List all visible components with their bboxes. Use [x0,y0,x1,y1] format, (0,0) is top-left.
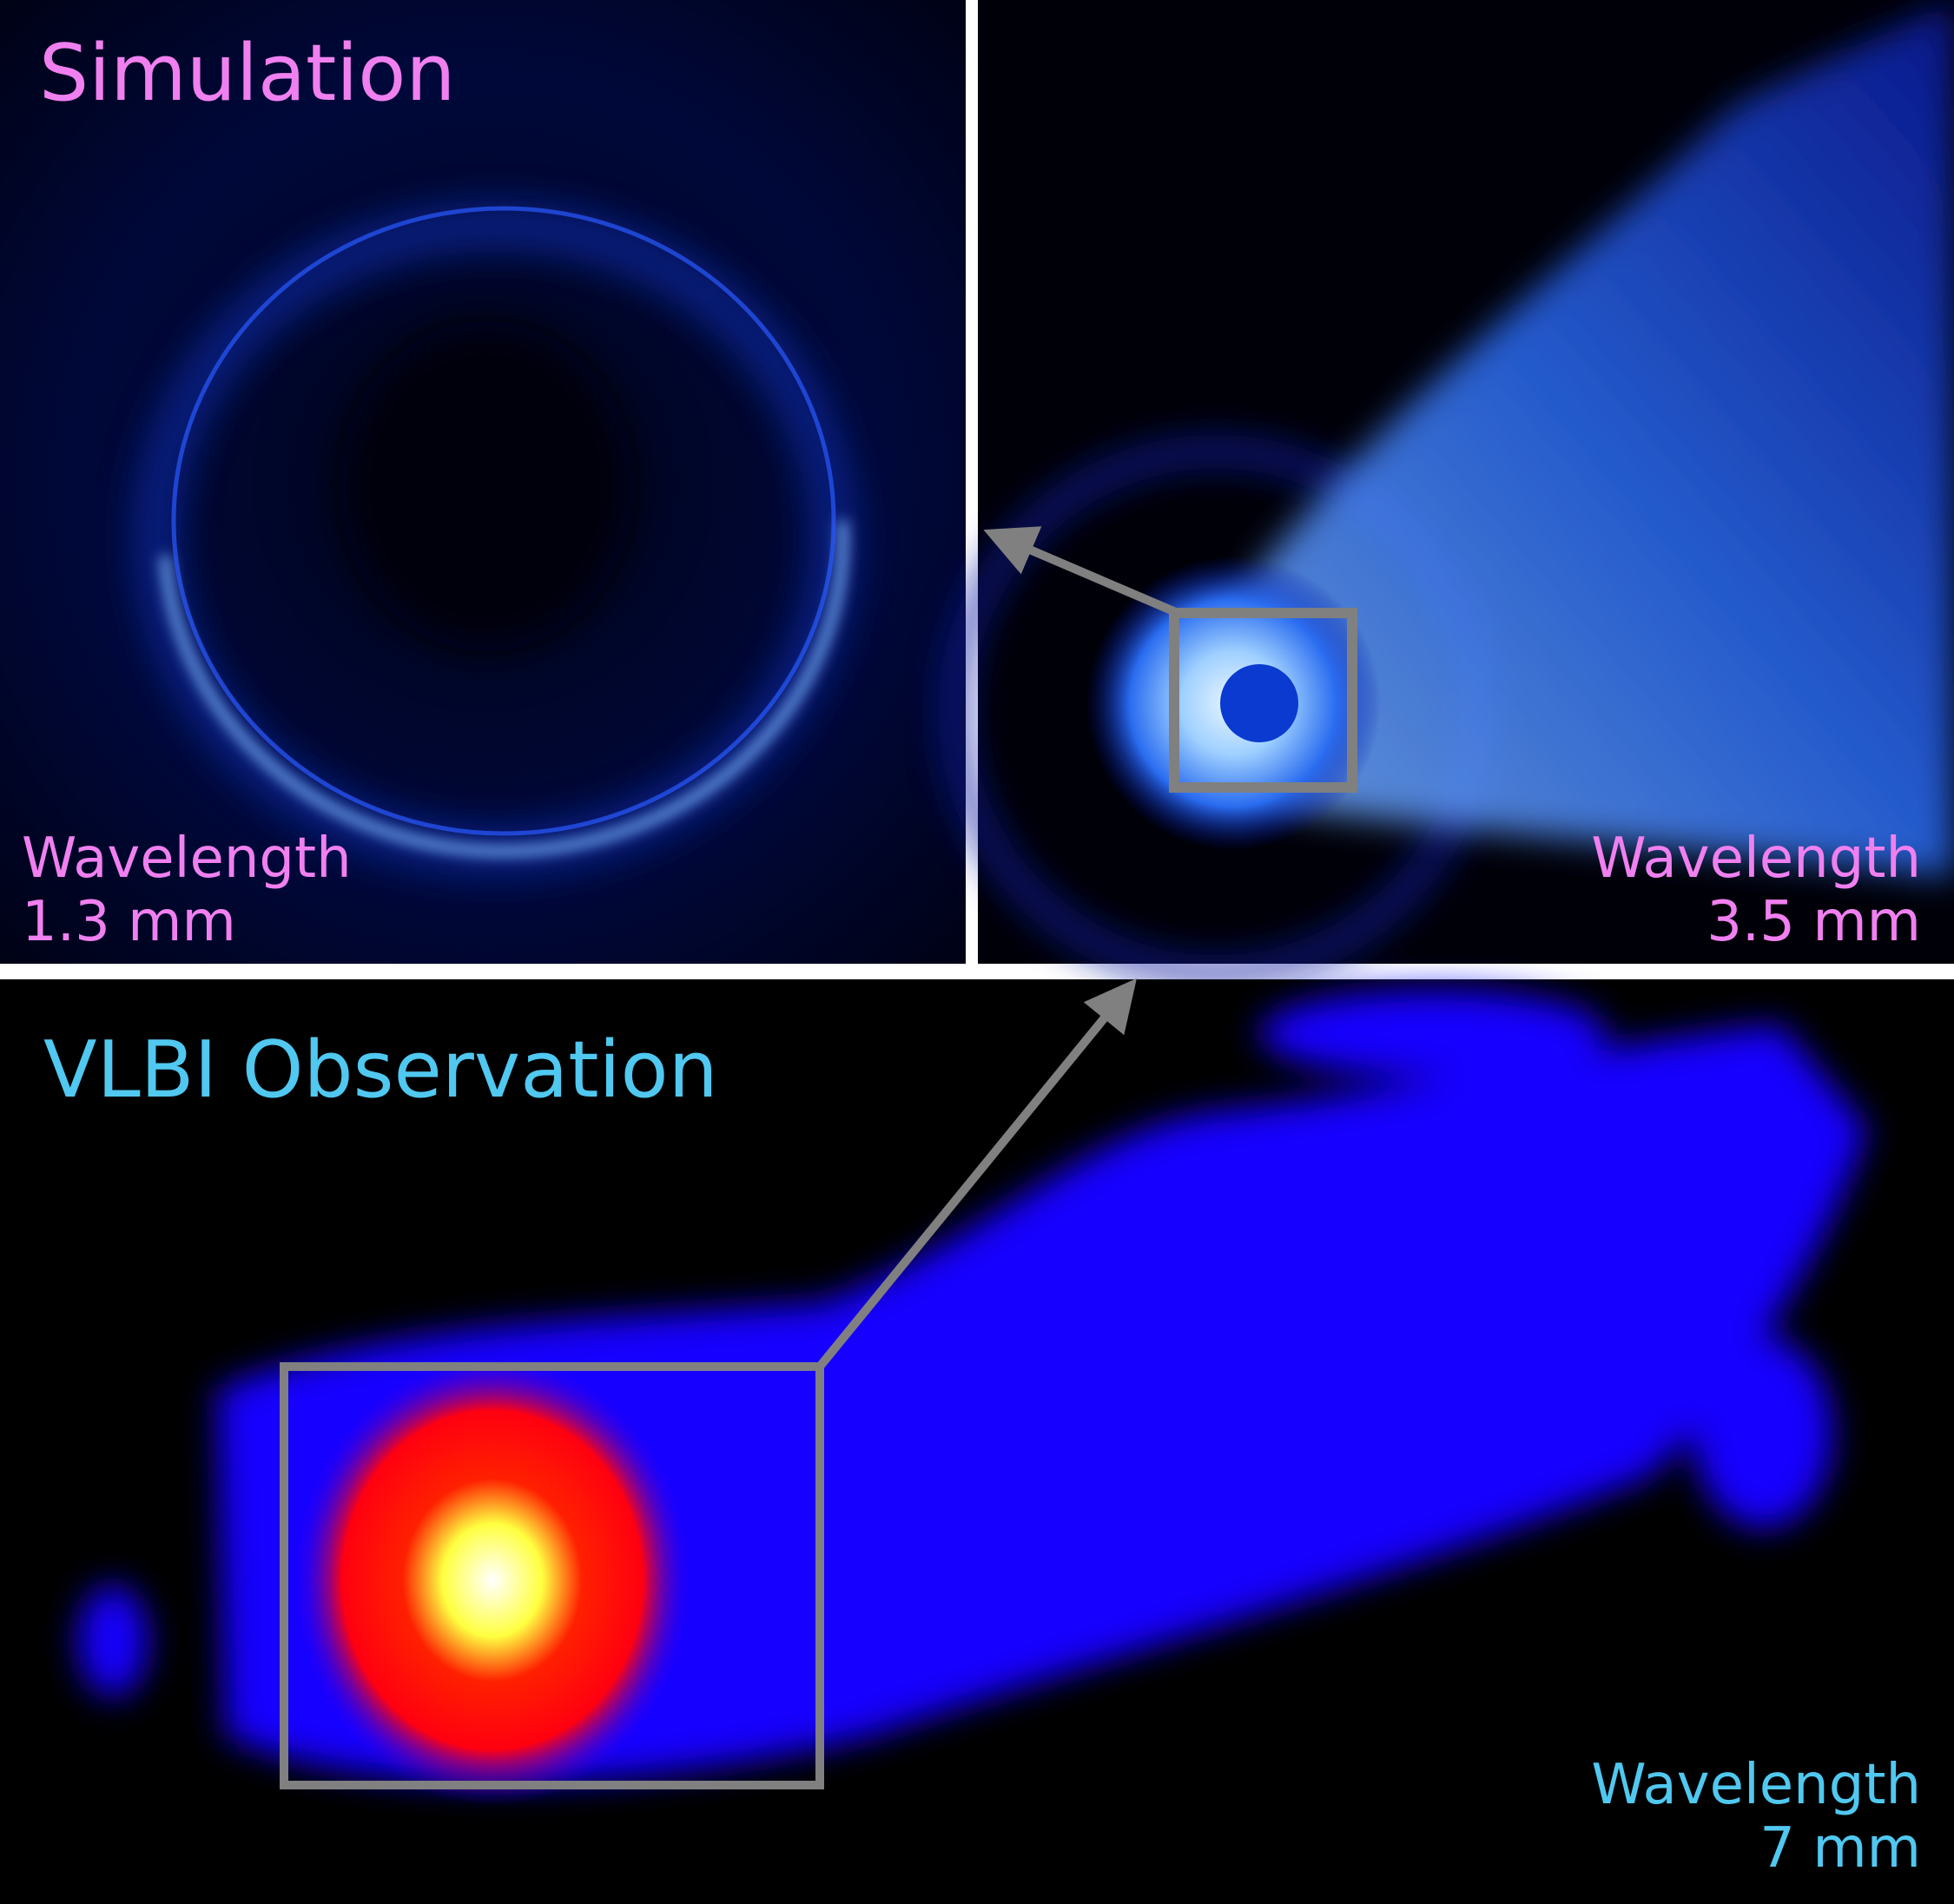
blob [78,1584,148,1697]
panel-vlbi [0,978,1954,1904]
caption: Wavelength [22,827,352,891]
jet [1198,0,1954,877]
arrow [816,978,1137,1370]
shadow [339,321,634,651]
caption: 3.5 mm [1706,890,1921,954]
blob [1259,990,1607,1077]
caption: Wavelength [1591,1753,1921,1817]
core-hole [1220,664,1298,742]
caption: Wavelength [1591,827,1921,891]
panel-simulation-1-3mm [0,0,966,964]
ring-bright [161,520,848,856]
zoom-box [1169,608,1357,793]
title: VLBI Observation [43,1024,718,1116]
zoom-box [280,1362,824,1789]
core [293,1354,692,1806]
caption: 1.3 mm [22,890,236,954]
arrow [983,526,1179,617]
caption: 7 mm [1759,1816,1921,1881]
ring [171,206,836,836]
title: Simulation [39,28,455,119]
blob [1693,1337,1832,1528]
panel-simulation-3-5mm [938,0,1954,990]
